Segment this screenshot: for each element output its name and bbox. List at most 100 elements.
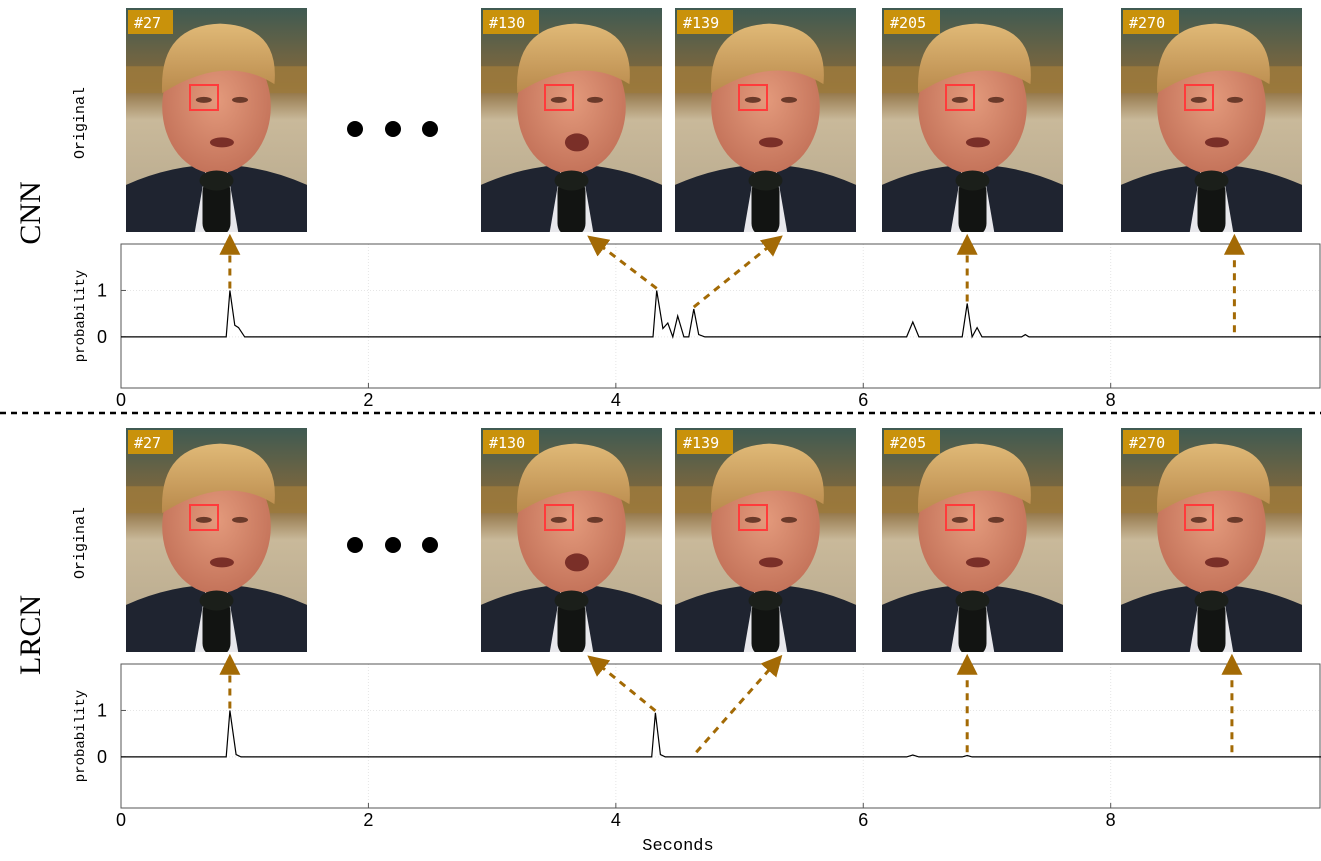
hair [516,443,630,514]
frame-number: #139 [683,434,719,452]
video-frame: #27 [126,8,307,232]
eye-region-box [945,504,975,531]
eye-region-box [544,84,574,111]
three-dots-icon [422,121,438,137]
x-tick-label: 6 [858,810,868,830]
eye-region-box [1184,504,1214,531]
frame-number: #27 [134,434,161,452]
frame-badge [1123,430,1179,454]
eye-region-box [738,504,768,531]
video-frame: #27 [126,428,307,652]
hair [917,23,1031,94]
eye-region-box [544,504,574,531]
frame-number: #130 [489,14,525,32]
microphone [751,598,780,652]
frame-number: #205 [890,14,926,32]
frame-pointer-arrow [587,235,658,290]
y-tick-label: 1 [97,280,107,300]
model-label: LRCN [14,595,47,675]
video-frame: #270 [1121,428,1302,652]
frame-number: #205 [890,434,926,452]
plot-frame [120,663,1321,809]
y-tick-label: 0 [97,327,107,347]
eye-region-box [945,84,975,111]
frame-badge [1123,10,1179,34]
probability-line [121,710,1321,758]
video-frame: #139 [675,428,856,652]
hair [1156,443,1270,514]
panel-lrcn: LRCN Original #27 #130 #139 #205 #270 0 2 4 6 8 1… [14,428,1321,830]
video-frame: #205 [882,428,1063,652]
frame-badge [884,430,940,454]
microphone [202,178,231,232]
eye-region-box [189,504,219,531]
hair [710,23,824,94]
frame-badge [128,10,173,34]
hair [516,23,630,94]
video-frame: #205 [882,8,1063,232]
plot-frame [120,243,1321,389]
microphone [958,598,987,652]
eye-region-box [738,84,768,111]
x-tick-label: 2 [363,390,373,410]
three-dots-icon [385,121,401,137]
frames-row: #27 #130 #139 #205 #270 [126,8,1302,232]
three-dots-icon [385,537,401,553]
arrows [219,233,1245,333]
frames-row: #27 #130 #139 #205 #270 [126,428,1302,652]
y-axis-label: probability [73,270,89,362]
frame-number: #270 [1129,14,1165,32]
three-dots-icon [422,537,438,553]
microphone [958,178,987,232]
frame-number: #270 [1129,434,1165,452]
eye-region-box [189,84,219,111]
probability-line [121,290,1321,340]
x-tick-label: 4 [611,390,621,410]
frame-badge [677,10,733,34]
x-tick-label: 2 [363,810,373,830]
panel-cnn: CNN Original #27 #130 #139 #205 #270 0 2 4 6 810… [14,8,1321,410]
video-frame: #130 [481,428,662,652]
frame-badge [884,10,940,34]
x-tick-label: 0 [116,810,126,830]
x-tick-label: 6 [858,390,868,410]
hair [710,443,824,514]
microphone [557,598,586,652]
y-tick-label: 0 [97,747,107,767]
frame-pointer-arrow [695,654,783,754]
row-label: Original [72,87,89,159]
row-label: Original [72,507,89,579]
frame-badge [677,430,733,454]
x-axis-label: Seconds [642,837,713,856]
frame-pointer-arrow [692,235,783,309]
hair [1156,23,1270,94]
frame-badge [483,10,539,34]
eye-region-box [1184,84,1214,111]
frame-badge [483,430,539,454]
three-dots-icon [347,537,363,553]
x-tick-label: 4 [611,810,621,830]
video-frame: #130 [481,8,662,232]
three-dots-icon [347,121,363,137]
x-tick-label: 8 [1106,390,1116,410]
hair [161,443,275,514]
x-tick-label: 0 [116,390,126,410]
microphone [1197,178,1226,232]
y-axis-label: probability [73,690,89,782]
ellipsis [347,121,438,137]
hair [917,443,1031,514]
x-tick-label: 8 [1106,810,1116,830]
y-tick-label: 1 [97,700,107,720]
frame-number: #139 [683,14,719,32]
video-frame: #270 [1121,8,1302,232]
microphone [557,178,586,232]
arrows [219,653,1243,754]
frame-number: #27 [134,14,161,32]
microphone [751,178,780,232]
microphone [1197,598,1226,652]
video-frame: #139 [675,8,856,232]
